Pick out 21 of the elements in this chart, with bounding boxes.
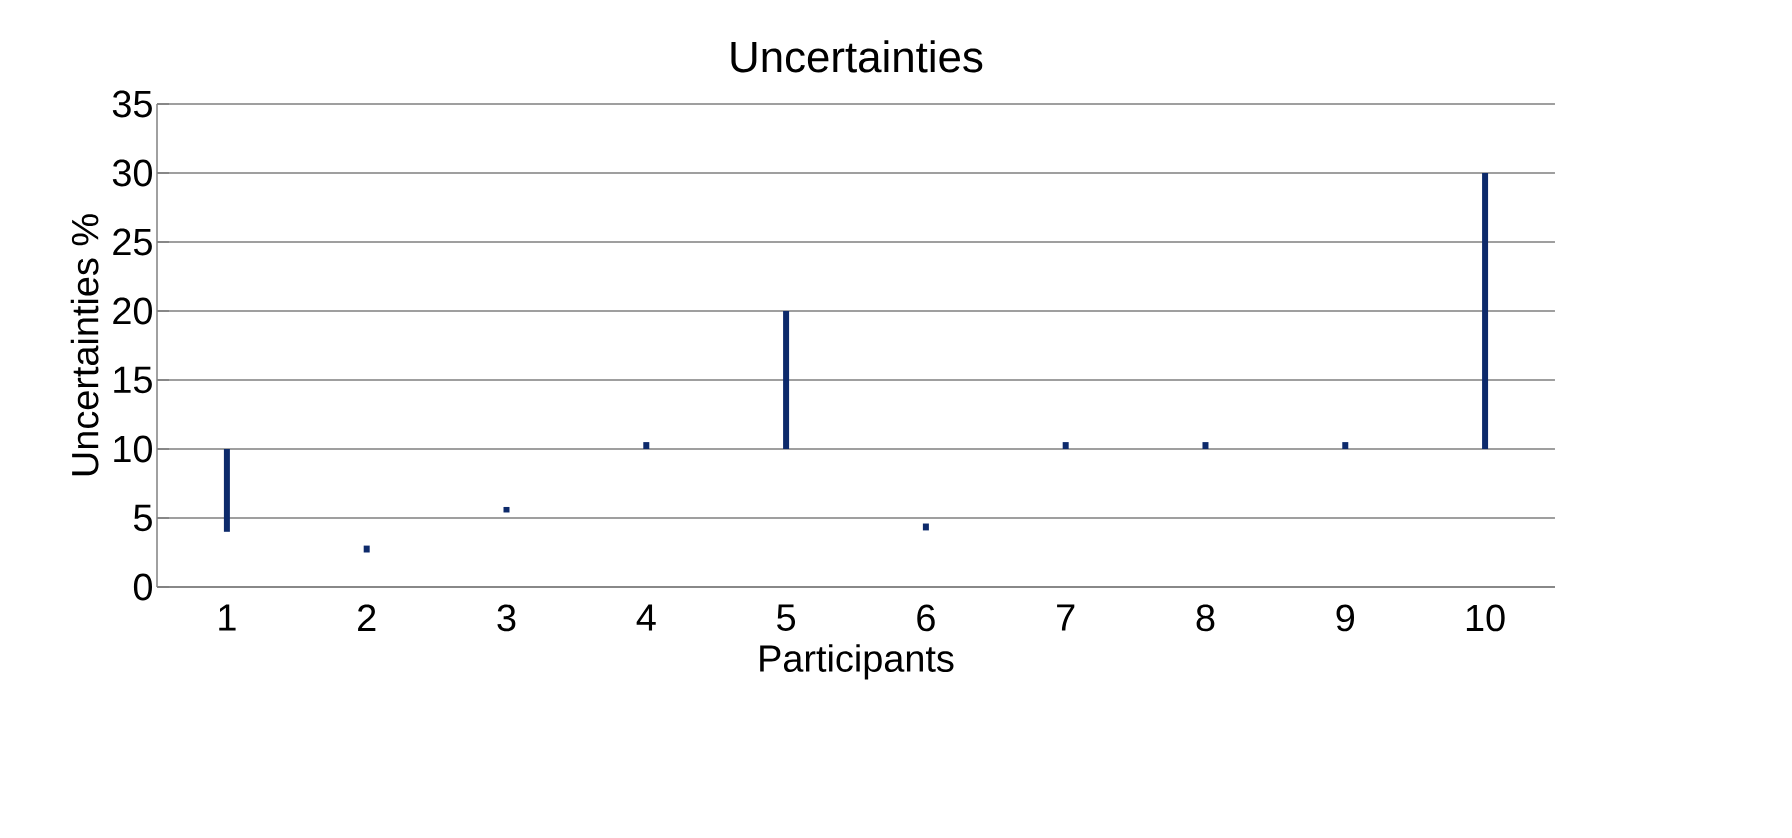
y-tick-label: 5: [133, 504, 152, 532]
y-tick-label: 35: [112, 90, 152, 118]
y-axis-title: Uncertainties %: [70, 214, 99, 476]
x-tick-label: 6: [917, 604, 935, 632]
y-tick-label: 0: [133, 573, 152, 601]
x-tick-label: 2: [358, 604, 376, 631]
y-tick-label: 20: [113, 297, 152, 325]
x-tick-label: 1: [219, 604, 236, 631]
x-tick-label: 9: [1336, 604, 1355, 632]
y-tick-label: 10: [114, 435, 152, 463]
x-tick-label: 8: [1196, 604, 1215, 632]
y-tick-label: 25: [113, 228, 152, 256]
chart-title: Uncertainties: [731, 40, 983, 73]
x-tick-label: 5: [777, 604, 796, 631]
y-tick-label: 30: [112, 159, 152, 187]
x-tick-label: 3: [497, 604, 516, 632]
x-tick-label: 4: [636, 604, 656, 631]
x-axis-title: Participants: [760, 644, 954, 680]
x-tick-label: 10: [1466, 604, 1505, 632]
x-tick-label: 7: [1057, 604, 1075, 631]
y-tick-label: 15: [114, 366, 152, 394]
